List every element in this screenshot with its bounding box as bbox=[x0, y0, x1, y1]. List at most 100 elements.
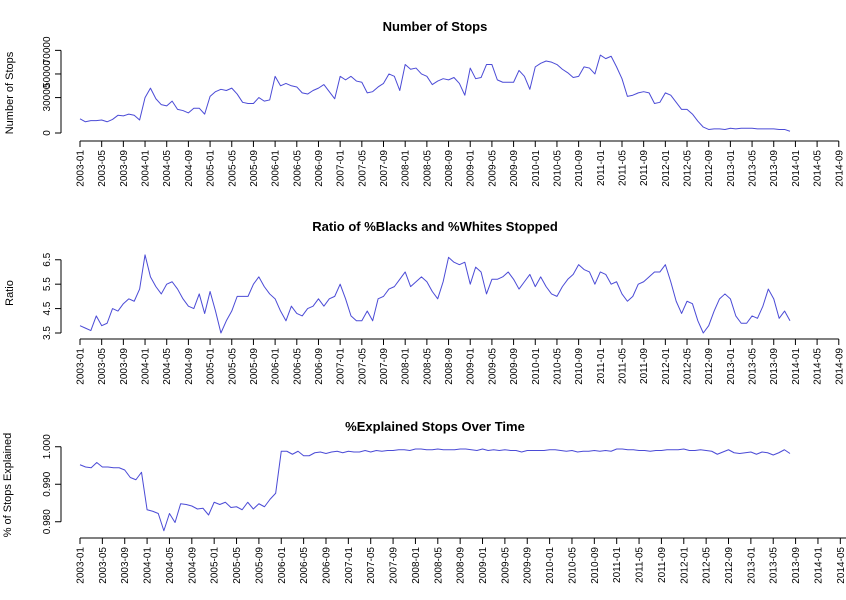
x-tick-label: 2008-09 bbox=[444, 150, 455, 187]
y-axis: 0.980 0.990 1.000 bbox=[42, 434, 62, 534]
x-tick-label: 2012-05 bbox=[702, 547, 713, 584]
series bbox=[79, 448, 791, 532]
x-tick-label: 2012-05 bbox=[683, 348, 694, 385]
x-tick-label: 2010-05 bbox=[567, 547, 578, 584]
x-tick-label: 2009-05 bbox=[487, 348, 498, 385]
x-tick-label: 2014-05 bbox=[813, 348, 824, 385]
x-tick-label: 2007-01 bbox=[344, 547, 355, 584]
x-tick-label: 2006-09 bbox=[314, 150, 325, 187]
x-tick-label: 2006-05 bbox=[299, 547, 310, 584]
y-axis-label: % of Stops Explained bbox=[2, 433, 14, 538]
x-tick-label: 2010-01 bbox=[545, 547, 556, 584]
x-tick-label: 2013-09 bbox=[791, 547, 802, 584]
x-tick-label: 2009-01 bbox=[466, 348, 477, 385]
x-tick-label: 2005-01 bbox=[206, 150, 217, 187]
y-axis-label: Ratio bbox=[4, 280, 16, 306]
x-tick-label: 2011-05 bbox=[617, 348, 628, 384]
x-tick-label: 2004-01 bbox=[141, 348, 152, 385]
x-tick-label: 2008-09 bbox=[456, 547, 467, 584]
x-tick-label: 2011-01 bbox=[612, 547, 623, 583]
y-tick-label: 0.990 bbox=[42, 471, 53, 496]
x-tick-label: 2013-01 bbox=[726, 348, 737, 385]
x-tick-label: 2003-01 bbox=[76, 547, 87, 584]
series-line bbox=[79, 54, 791, 132]
x-tick-label: 2006-01 bbox=[277, 547, 288, 584]
x-tick-label: 2010-09 bbox=[590, 547, 601, 584]
x-tick-label: 2011-05 bbox=[635, 547, 646, 583]
y-tick-label: 1.000 bbox=[42, 434, 53, 459]
x-tick-label: 2003-01 bbox=[76, 348, 87, 385]
x-axis: 2003-01 2003-05 2003-09 2004-01 2004-05 2004-… bbox=[76, 140, 845, 187]
x-tick-label: 2013-09 bbox=[769, 348, 780, 385]
y-tick-label: 3.5 bbox=[42, 326, 53, 340]
x-tick-label: 2010-05 bbox=[552, 348, 563, 385]
x-tick-label: 2012-01 bbox=[661, 150, 672, 187]
x-tick-label: 2010-01 bbox=[531, 348, 542, 385]
x-tick-label: 2003-09 bbox=[119, 150, 130, 187]
x-tick-label: 2011-09 bbox=[639, 348, 650, 384]
x-tick-label: 2007-09 bbox=[389, 547, 400, 584]
x-tick-label: 2013-01 bbox=[726, 150, 737, 187]
series bbox=[79, 254, 791, 334]
x-tick-label: 2009-05 bbox=[500, 547, 511, 584]
x-tick-label: 2008-01 bbox=[401, 348, 412, 385]
x-tick-label: 2007-09 bbox=[379, 348, 390, 385]
x-tick-label: 2009-09 bbox=[509, 348, 520, 385]
x-tick-label: 2007-09 bbox=[379, 150, 390, 187]
x-tick-label: 2012-09 bbox=[724, 547, 735, 584]
x-tick-label: 2003-09 bbox=[120, 547, 131, 584]
x-tick-label: 2011-09 bbox=[657, 547, 668, 583]
x-tick-label: 2013-05 bbox=[748, 348, 759, 385]
x-tick-label: 2009-09 bbox=[509, 150, 520, 187]
x-tick-label: 2006-09 bbox=[314, 348, 325, 385]
x-tick-label: 2013-01 bbox=[746, 547, 757, 584]
x-tick-label: 2010-09 bbox=[574, 348, 585, 385]
x-tick-label: 2004-05 bbox=[165, 547, 176, 584]
x-tick-label: 2013-05 bbox=[769, 547, 780, 584]
x-tick-label: 2012-01 bbox=[679, 547, 690, 584]
panel-ratio-blacks-whites: Ratio of %Blacks and %Whites Stopped Rat… bbox=[4, 219, 845, 385]
x-tick-label: 2014-01 bbox=[813, 547, 824, 584]
x-tick-label: 2012-01 bbox=[661, 348, 672, 385]
x-tick-label: 2003-01 bbox=[76, 150, 87, 187]
y-tick-label: 50000 bbox=[42, 60, 53, 88]
x-tick-label: 2008-05 bbox=[433, 547, 444, 584]
y-tick-label: 4.5 bbox=[42, 301, 53, 315]
x-tick-label: 2006-01 bbox=[271, 150, 282, 187]
x-tick-label: 2004-09 bbox=[184, 150, 195, 187]
x-tick-label: 2005-05 bbox=[227, 348, 238, 385]
x-tick-label: 2005-09 bbox=[249, 348, 260, 385]
x-tick-label: 2004-01 bbox=[143, 547, 154, 584]
series bbox=[79, 54, 791, 132]
x-tick-label: 2006-05 bbox=[292, 348, 303, 385]
x-tick-label: 2007-05 bbox=[357, 150, 368, 187]
x-tick-label: 2007-05 bbox=[357, 348, 368, 385]
x-tick-label: 2005-09 bbox=[254, 547, 265, 584]
x-tick-label: 2008-05 bbox=[422, 150, 433, 187]
x-tick-label: 2005-05 bbox=[227, 150, 238, 187]
x-tick-label: 2008-09 bbox=[444, 348, 455, 385]
series-line bbox=[79, 448, 791, 532]
y-tick-label: 70000 bbox=[42, 36, 53, 64]
x-tick-label: 2007-01 bbox=[336, 150, 347, 187]
x-axis: 2003-01 2003-05 2003-09 2004-01 2004-05 2004-… bbox=[76, 338, 845, 385]
y-tick-label: 30000 bbox=[42, 83, 53, 111]
x-tick-label: 2003-09 bbox=[119, 348, 130, 385]
x-tick-label: 2011-01 bbox=[596, 150, 607, 186]
panel-explained-stops: %Explained Stops Over Time % of Stops Ex… bbox=[2, 419, 846, 584]
y-tick-label: 0.980 bbox=[42, 509, 53, 534]
x-tick-label: 2012-09 bbox=[704, 348, 715, 385]
x-tick-label: 2009-01 bbox=[478, 547, 489, 584]
x-tick-label: 2013-05 bbox=[748, 150, 759, 187]
x-tick-label: 2010-05 bbox=[552, 150, 563, 187]
y-axis: 3.5 4.5 5.5 6.5 bbox=[42, 252, 62, 340]
x-tick-label: 2014-01 bbox=[791, 150, 802, 187]
x-tick-label: 2005-01 bbox=[210, 547, 221, 584]
x-tick-label: 2005-01 bbox=[206, 348, 217, 385]
x-tick-label: 2014-05 bbox=[836, 547, 846, 584]
x-tick-label: 2006-05 bbox=[292, 150, 303, 187]
x-tick-label: 2010-09 bbox=[574, 150, 585, 187]
